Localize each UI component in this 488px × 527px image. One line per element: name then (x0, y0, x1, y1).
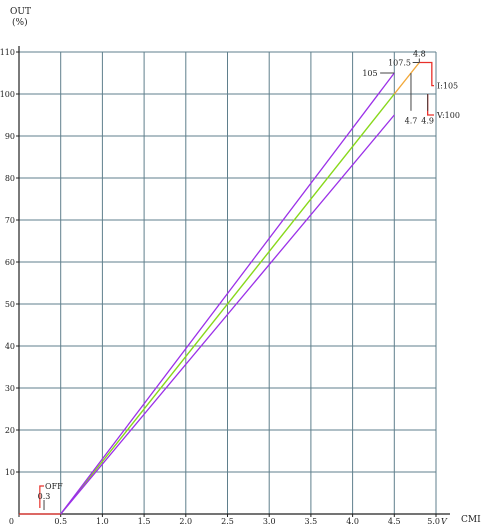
tick-labels: 0 0.5 1.0 1.5 2.0 2.5 3.0 3.5 4.0 4.5 5.0 10 20 30 40 5… (0, 48, 440, 526)
x-tick-label: 1.0 (96, 517, 109, 526)
series-nominal (60, 93, 395, 515)
label-current-limit: I:105 (437, 82, 458, 91)
y-tick-label: 110 (0, 48, 15, 57)
series-lower (60, 114, 395, 515)
y-tick-label: 90 (5, 132, 15, 141)
y-tick-label: 30 (5, 384, 15, 393)
off-bracket (39, 485, 45, 508)
annotation-4-7: 4.7 (405, 116, 418, 125)
y-tick-label: 40 (5, 342, 15, 351)
x-axis-unit: V (441, 517, 448, 526)
series-upper (60, 72, 395, 515)
annotation-4-8: 4.8 (413, 50, 426, 59)
x-tick-label: 3.5 (305, 517, 318, 526)
x-tick-label: 1.5 (138, 517, 151, 526)
axes (18, 46, 450, 515)
x-tick-label: 5.0 (427, 517, 440, 526)
annotation-4-9: 4.9 (421, 116, 434, 125)
x-tick-label: 4.5 (388, 517, 401, 526)
step-line-voltage (427, 94, 434, 116)
annotation-107-5: 107.5 (388, 59, 411, 68)
y-tick-label: 20 (5, 426, 15, 435)
y-tick-label: 10 (5, 468, 15, 477)
x-tick-label: 3.0 (263, 517, 276, 526)
annotation-0-3: 0.3 (38, 492, 51, 501)
y-tick-label: 50 (5, 300, 15, 309)
x-axis-title: CMI (461, 515, 481, 525)
x-tick-label: 2.0 (179, 517, 192, 526)
y-axis-unit: (%) (12, 17, 28, 28)
y-tick-label: 100 (0, 90, 15, 99)
label-off: OFF (45, 482, 63, 491)
annotation-105: 105 (362, 69, 377, 78)
x-tick-label: 4.0 (346, 517, 359, 526)
y-tick-label: 70 (5, 216, 15, 225)
y-tick-label: 60 (5, 258, 15, 267)
y-axis-title: OUT (10, 7, 31, 17)
series (19, 61, 434, 515)
y-tick-label: 80 (5, 174, 15, 183)
x-tick-label: 0 (9, 517, 14, 526)
grid (19, 51, 437, 514)
x-tick-label: 2.5 (221, 517, 234, 526)
label-voltage-limit: V:100 (436, 111, 460, 120)
x-tick-label: 0.5 (54, 517, 67, 526)
step-line-current (419, 61, 434, 87)
